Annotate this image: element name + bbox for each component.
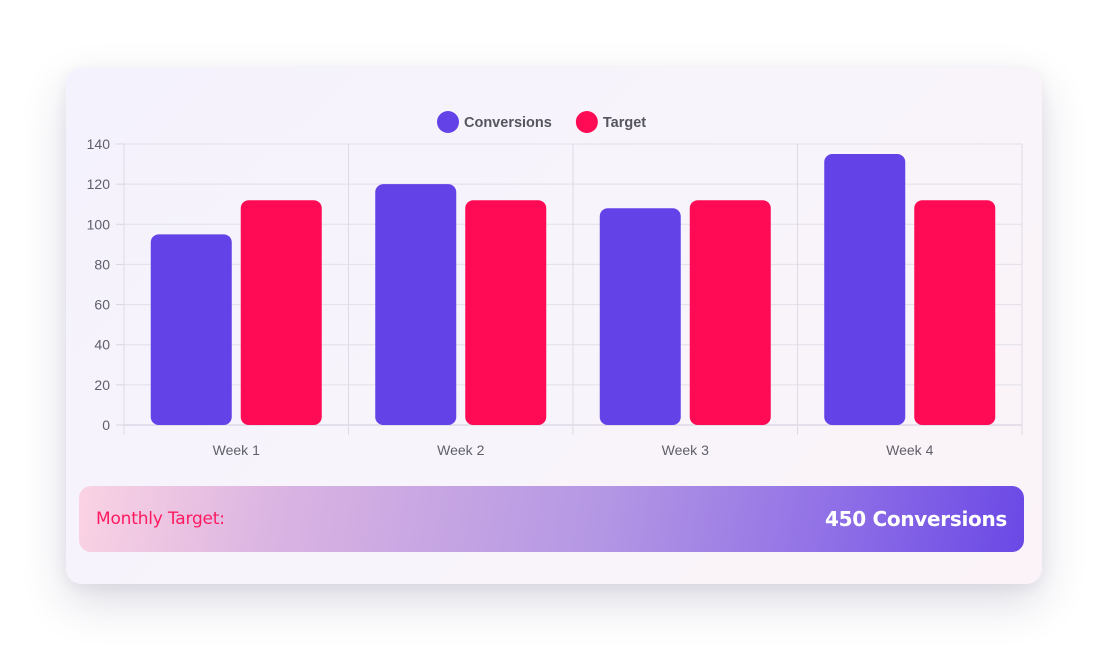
legend-label-target: Target xyxy=(603,115,646,131)
y-tick-label: 120 xyxy=(87,176,111,192)
y-tick-label: 80 xyxy=(94,256,110,272)
y-tick-label: 40 xyxy=(94,337,110,353)
legend[interactable]: Conversions Target xyxy=(437,111,646,133)
y-tick-label: 100 xyxy=(87,216,111,232)
x-tick-label: Week 4 xyxy=(886,442,933,458)
y-tick-label: 0 xyxy=(102,417,110,433)
monthly-target-value: 450 Conversions xyxy=(825,507,1007,531)
legend-swatch-target xyxy=(575,111,598,133)
y-tick-label: 20 xyxy=(94,377,110,393)
bar-target-3 xyxy=(689,200,771,425)
bar-target-2 xyxy=(465,200,547,425)
y-axis-ticks: 0 20 40 60 80 100 120 140 xyxy=(87,136,111,433)
x-tick-label: Week 2 xyxy=(437,442,484,458)
bars xyxy=(150,154,996,426)
bar-conversions-4 xyxy=(824,154,906,426)
x-tick-label: Week 3 xyxy=(662,442,709,458)
bar-conversions-3 xyxy=(599,208,681,425)
legend-item-conversions[interactable]: Conversions xyxy=(437,111,552,133)
axes xyxy=(116,143,124,426)
y-tick-label: 140 xyxy=(87,136,111,152)
bar-target-4 xyxy=(914,200,996,425)
legend-label-conversions: Conversions xyxy=(464,115,552,131)
x-tick-label: Week 1 xyxy=(213,442,260,458)
monthly-target-label: Monthly Target: xyxy=(96,509,225,529)
bar-target-1 xyxy=(240,200,322,425)
x-axis-ticks: Week 1 Week 2 Week 3 Week 4 xyxy=(213,442,934,458)
monthly-target-banner: Monthly Target: 450 Conversions xyxy=(79,486,1024,552)
bar-conversions-2 xyxy=(375,184,457,425)
legend-swatch-conversions xyxy=(437,111,459,133)
legend-item-target[interactable]: Target xyxy=(575,111,646,133)
y-tick-label: 60 xyxy=(94,297,110,313)
bar-conversions-1 xyxy=(150,234,232,425)
